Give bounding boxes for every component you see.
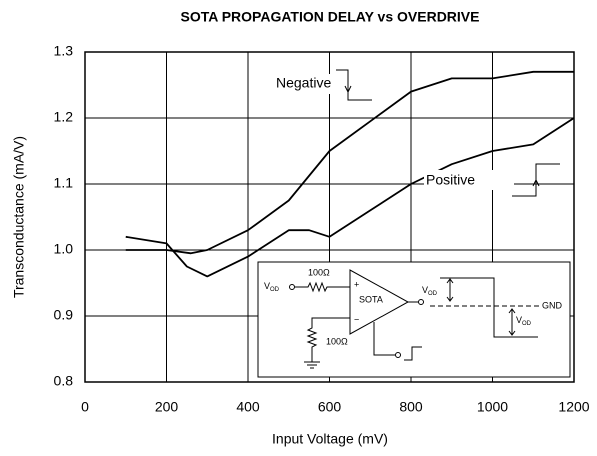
chart-title: SOTA PROPAGATION DELAY vs OVERDRIVE	[181, 9, 480, 25]
y-axis-label: Transconductance (mA/V)	[11, 136, 27, 298]
inset-label: 100Ω	[326, 336, 348, 346]
y-tick-label: 0.8	[54, 373, 74, 389]
x-axis-label: Input Voltage (mV)	[272, 431, 388, 447]
inset-label: 100Ω	[308, 267, 330, 277]
out-wire	[373, 322, 395, 356]
legend-icon	[336, 69, 372, 101]
inset-label: +	[354, 279, 359, 289]
plot-border	[84, 51, 575, 383]
y-tick-label: 1.2	[54, 109, 74, 125]
x-tick-label: 0	[81, 399, 89, 415]
x-tick-label: 1200	[558, 399, 589, 415]
inset-label: VOD	[422, 285, 438, 296]
resistor2	[304, 317, 350, 369]
inset-box	[257, 261, 571, 378]
y-tick-label: 1.3	[54, 43, 74, 59]
inset-label: −	[354, 314, 359, 324]
series-label: Negative	[276, 75, 331, 91]
series-label: Positive	[426, 172, 475, 188]
waveform	[440, 277, 538, 338]
inset: VOD 100Ω 100Ω SOTA + − VOD VOD GND	[257, 261, 571, 378]
resistor1	[295, 281, 350, 293]
y-tick-label: 0.9	[54, 307, 74, 323]
annotations: Negative Positive	[274, 69, 560, 197]
x-tick-label: 800	[399, 399, 423, 415]
y-tick-label: 1.1	[54, 175, 74, 191]
out-node	[395, 352, 401, 358]
inset-label: SOTA	[359, 294, 383, 304]
x-tick-label: 200	[155, 399, 179, 415]
x-tick-label: 400	[236, 399, 260, 415]
x-tick-label: 600	[318, 399, 342, 415]
legend-icon	[512, 163, 560, 197]
arrow-up	[446, 278, 454, 302]
lines	[125, 70, 575, 278]
amplifier	[349, 269, 410, 335]
inset-label: VOD	[516, 315, 532, 326]
series-line	[125, 70, 574, 255]
pulse-icon	[404, 346, 422, 361]
series-line	[125, 117, 575, 278]
input-node	[289, 284, 295, 290]
inset-label: GND	[542, 300, 563, 310]
arrow-down	[508, 308, 516, 336]
y-tick-label: 1.0	[54, 241, 74, 257]
inset-label: VOD	[264, 281, 280, 292]
x-tick-label: 1000	[477, 399, 508, 415]
vod-node	[418, 299, 424, 305]
